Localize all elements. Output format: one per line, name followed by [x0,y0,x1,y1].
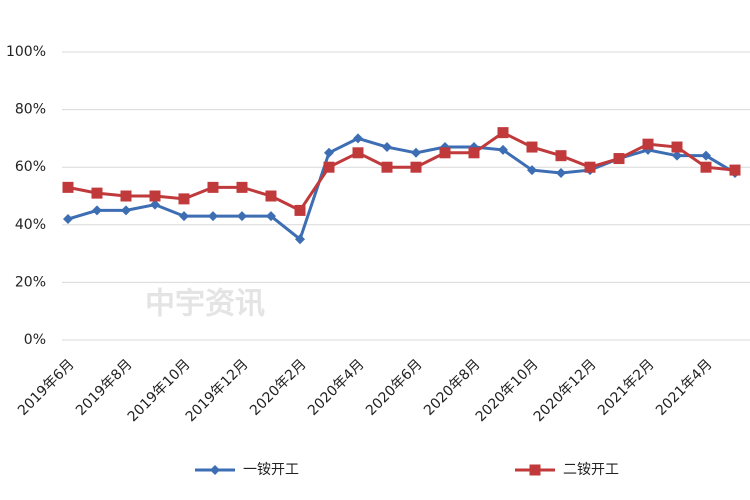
point [700,161,712,173]
point [382,142,392,153]
point [498,144,508,155]
x-tick-label: 2019年12月 [183,356,252,425]
point [642,138,654,150]
point [439,147,451,159]
point [295,234,305,245]
legend-marker [210,465,220,475]
point [294,204,306,216]
legend-label: 二铵开工 [563,462,619,478]
x-tick-label: 2020年2月 [247,356,310,419]
y-tick-label: 60% [15,159,46,175]
point [410,161,422,173]
y-tick-label: 100% [6,44,46,60]
x-tick-label: 2020年6月 [363,356,426,419]
point [323,161,335,173]
point [672,150,682,161]
point [324,147,334,158]
legend-marker [529,464,541,476]
point [527,165,537,176]
point [121,205,131,216]
point [265,190,277,202]
point [353,133,363,144]
point [208,211,218,222]
point [92,205,102,216]
point [91,187,103,199]
point [149,190,161,202]
watermark: 中宇资讯 [145,287,265,322]
point [150,199,160,210]
y-tick-label: 20% [15,274,46,290]
point [729,164,741,176]
x-tick-label: 2021年4月 [653,356,716,419]
point [497,127,509,139]
point [381,161,393,173]
point [207,181,219,193]
x-tick-label: 2020年8月 [421,356,484,419]
x-tick-label: 2020年12月 [531,356,600,425]
point [701,150,711,161]
point [63,214,73,225]
y-tick-label: 80% [15,102,46,118]
x-tick-label: 2019年8月 [73,356,136,419]
point [584,161,596,173]
y-tick-label: 40% [15,217,46,233]
y-tick-label: 0% [24,332,46,348]
point [613,153,625,165]
point [468,147,480,159]
x-tick-label: 2020年4月 [305,356,368,419]
series-line [67,130,736,213]
point [556,167,566,178]
point [179,211,189,222]
point [411,147,421,158]
point [236,181,248,193]
legend-label: 一铵开工 [243,462,299,478]
x-tick-label: 2019年6月 [15,356,78,419]
point [266,211,276,222]
point [62,181,74,193]
point [237,211,247,222]
point [526,141,538,153]
point [178,193,190,205]
point [352,147,364,159]
x-tick-label: 2021年2月 [595,356,658,419]
point [120,190,132,202]
point [555,150,567,162]
point [671,141,683,153]
series-line [67,136,736,242]
